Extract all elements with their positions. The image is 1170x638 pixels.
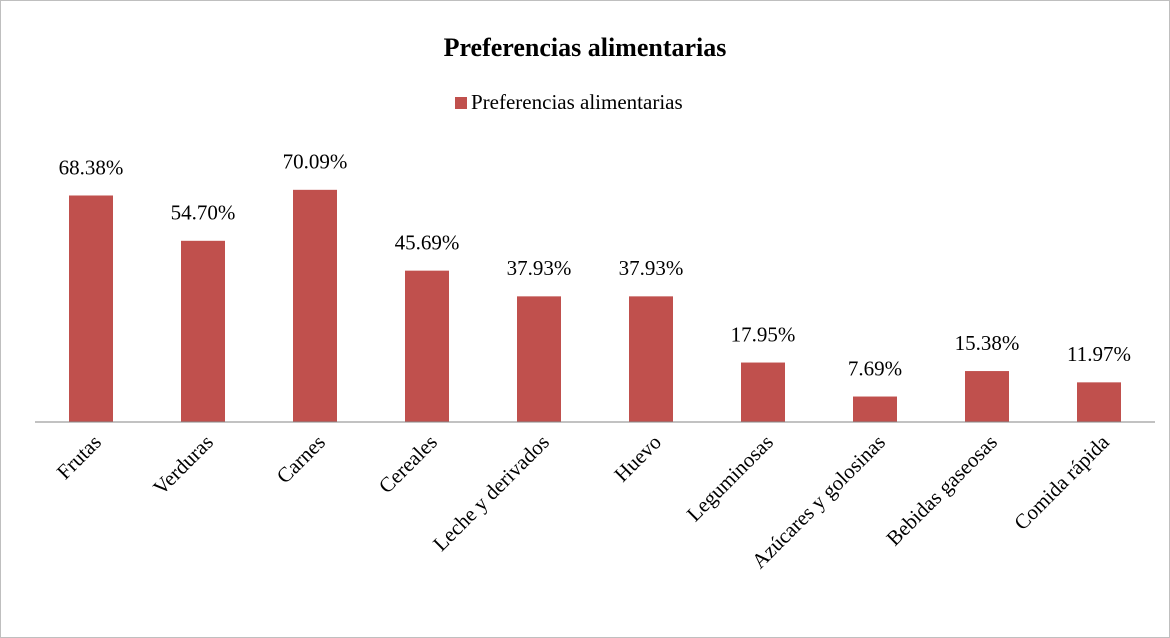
bar [965, 371, 1009, 422]
bar [741, 362, 785, 422]
bar [293, 189, 337, 422]
data-label: 68.38% [59, 155, 124, 179]
data-label: 45.69% [395, 230, 460, 254]
bar [405, 270, 449, 422]
chart-title: Preferencias alimentarias [444, 33, 727, 62]
bar [629, 296, 673, 422]
data-label: 37.93% [507, 256, 572, 280]
data-label: 15.38% [955, 331, 1020, 355]
data-label: 70.09% [283, 150, 348, 174]
data-label: 54.70% [171, 201, 236, 225]
data-label: 17.95% [731, 322, 796, 346]
bar [69, 195, 113, 422]
bar [853, 396, 897, 422]
bar [181, 240, 225, 422]
legend-label: Preferencias alimentarias [471, 90, 683, 114]
bar [517, 296, 561, 422]
bar [1077, 382, 1121, 422]
legend-swatch [455, 97, 467, 109]
data-label: 7.69% [848, 356, 902, 380]
data-label: 11.97% [1067, 342, 1131, 366]
data-label: 37.93% [619, 256, 684, 280]
